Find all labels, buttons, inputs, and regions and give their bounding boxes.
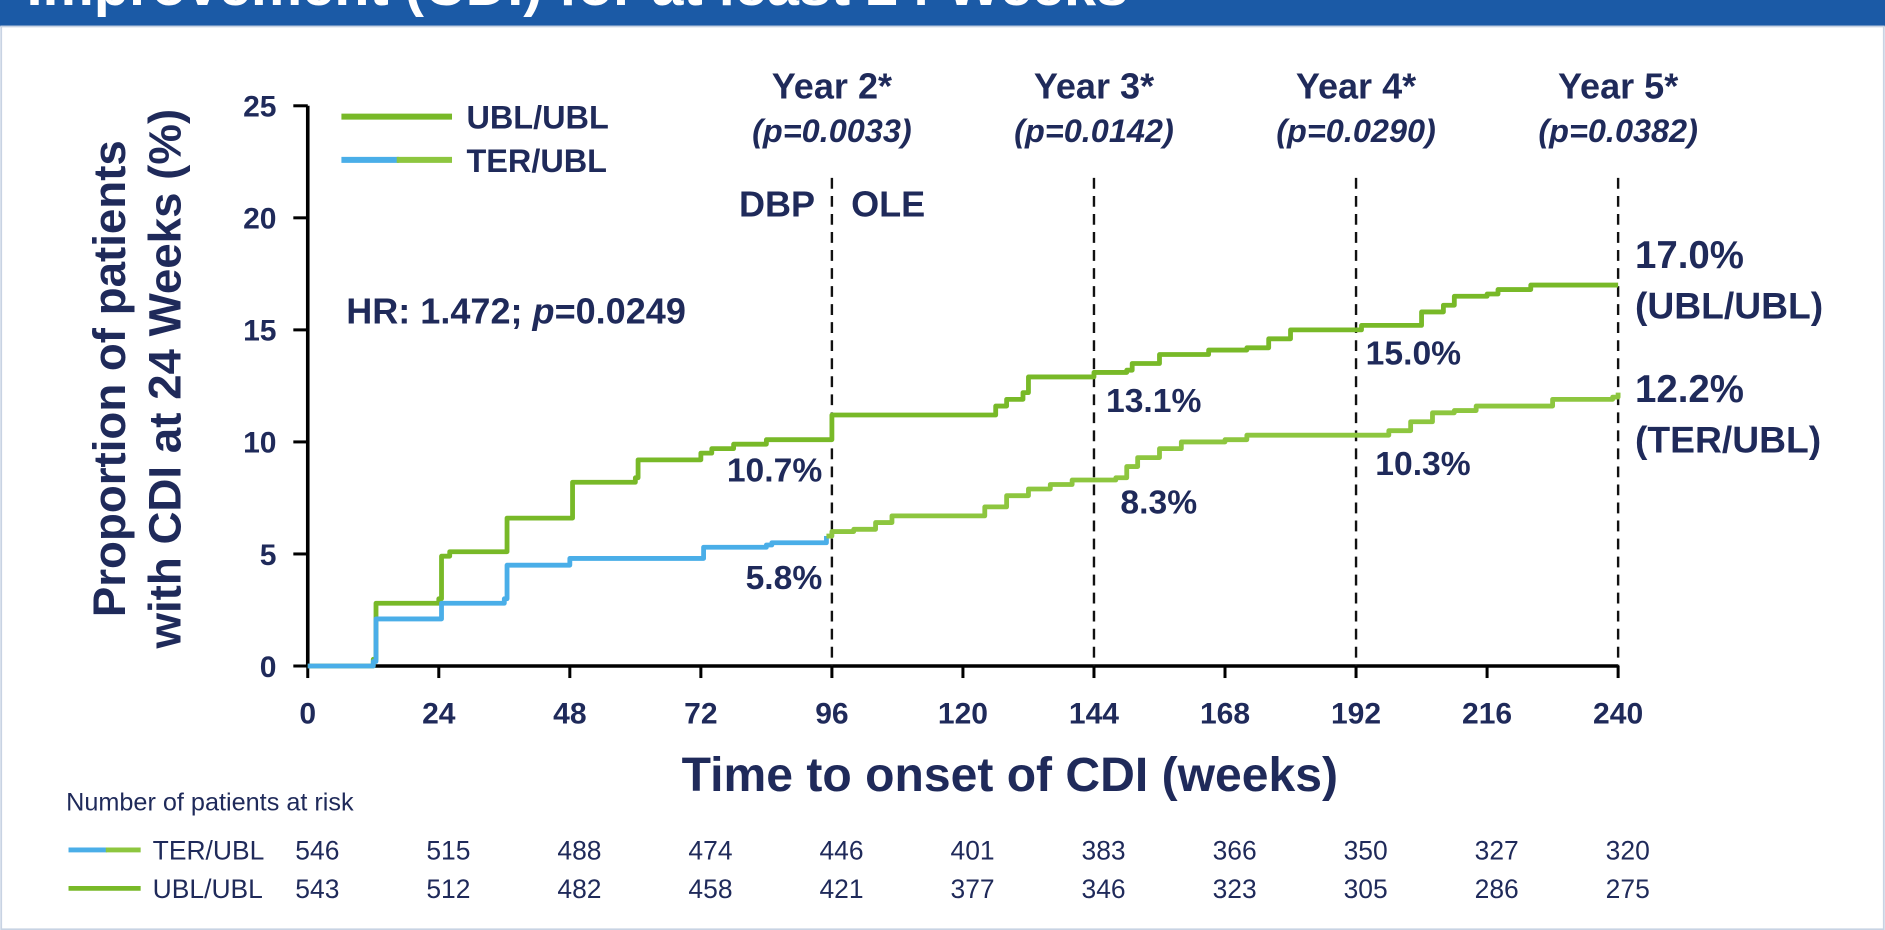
- hr-text: HR: 1.472;: [346, 290, 532, 331]
- risk-count: 383: [1082, 836, 1126, 866]
- risk-count: 275: [1606, 874, 1650, 904]
- risk-count: 327: [1475, 836, 1519, 866]
- risk-count: 323: [1213, 874, 1257, 904]
- x-tick-label: 72: [684, 698, 717, 731]
- x-tick-label: 240: [1593, 698, 1643, 731]
- x-tick-label: 96: [815, 698, 848, 731]
- milestone-label: 13.1%: [1106, 383, 1202, 420]
- year-label: Year 5*: [1558, 66, 1678, 107]
- year-p-value: (p=0.0290): [1276, 113, 1436, 149]
- year-p-value: (p=0.0033): [752, 113, 912, 149]
- hr-text: =0.0249: [555, 290, 686, 331]
- year-label: Year 3*: [1034, 66, 1154, 107]
- milestone-label: 15.0%: [1366, 336, 1462, 373]
- milestone-label: 17.0%: [1635, 234, 1744, 277]
- y-tick-label: 5: [260, 539, 277, 572]
- risk-count: 515: [426, 836, 470, 866]
- legend-label: UBL/UBL: [466, 100, 608, 136]
- x-tick-label: 168: [1200, 698, 1250, 731]
- hr-annotation: HR: 1.472; p=0.0249: [346, 290, 686, 331]
- milestone-label: 8.3%: [1120, 485, 1197, 522]
- risk-count: 366: [1213, 836, 1257, 866]
- risk-count: 377: [950, 874, 994, 904]
- risk-count: 421: [819, 874, 863, 904]
- risk-count: 543: [295, 874, 339, 904]
- km-curve: [307, 536, 829, 669]
- legend-label: TER/UBL: [466, 143, 607, 179]
- end-series-name: (UBL/UBL): [1635, 285, 1823, 327]
- risk-count: 512: [426, 874, 470, 904]
- x-tick-label: 216: [1462, 698, 1512, 731]
- risk-count: 482: [557, 874, 601, 904]
- risk-row-name: UBL/UBL: [153, 874, 263, 904]
- risk-count: 446: [819, 836, 863, 866]
- x-tick-label: 48: [553, 698, 586, 731]
- risk-count: 488: [557, 836, 601, 866]
- end-series-name: (TER/UBL): [1635, 419, 1821, 461]
- risk-count: 474: [688, 836, 732, 866]
- y-axis-title-line: with CDI at 24 Weeks (%): [139, 109, 190, 650]
- phase-label: DBP: [739, 183, 815, 224]
- risk-count: 320: [1606, 836, 1650, 866]
- risk-count: 346: [1082, 874, 1126, 904]
- y-axis-title: Proportion of patients with CDI at 24 We…: [84, 109, 190, 650]
- x-axis-title: Time to onset of CDI (weeks): [682, 748, 1338, 802]
- hr-text: p: [532, 290, 555, 331]
- y-tick-label: 25: [243, 91, 276, 124]
- x-tick-label: 24: [422, 698, 456, 731]
- year-label: Year 2*: [772, 66, 892, 107]
- year-label: Year 4*: [1296, 66, 1416, 107]
- risk-count: 546: [295, 836, 339, 866]
- risk-count: 305: [1344, 874, 1388, 904]
- y-tick-label: 20: [243, 203, 276, 236]
- y-tick-label: 0: [260, 651, 277, 684]
- x-tick-label: 192: [1331, 698, 1381, 731]
- x-tick-label: 120: [938, 698, 988, 731]
- milestone-label: 5.8%: [746, 560, 823, 597]
- risk-count: 286: [1475, 874, 1519, 904]
- milestone-label: 10.7%: [727, 453, 823, 490]
- y-axis-title-line: Proportion of patients: [84, 140, 135, 617]
- km-curve: [307, 282, 1619, 669]
- risk-row-name: TER/UBL: [153, 836, 265, 866]
- milestone-label: 10.3%: [1375, 446, 1471, 483]
- x-tick-label: 0: [299, 698, 316, 731]
- risk-count: 458: [688, 874, 732, 904]
- risk-table-title: Number of patients at risk: [66, 788, 354, 816]
- risk-count: 350: [1344, 836, 1388, 866]
- milestone-label: 12.2%: [1635, 368, 1744, 411]
- year-p-value: (p=0.0382): [1538, 113, 1698, 149]
- title-bar: [0, 0, 1885, 27]
- risk-count: 401: [950, 836, 994, 866]
- x-tick-label: 144: [1069, 698, 1119, 731]
- year-p-value: (p=0.0142): [1014, 113, 1174, 149]
- y-tick-label: 15: [243, 315, 276, 348]
- chart-title: Improvement (CDI) for at least 24 Weeks: [26, 0, 1128, 18]
- panel-border: [0, 25, 1885, 930]
- km-curve: [826, 392, 1621, 539]
- y-tick-label: 10: [243, 427, 276, 460]
- phase-label: OLE: [851, 183, 925, 224]
